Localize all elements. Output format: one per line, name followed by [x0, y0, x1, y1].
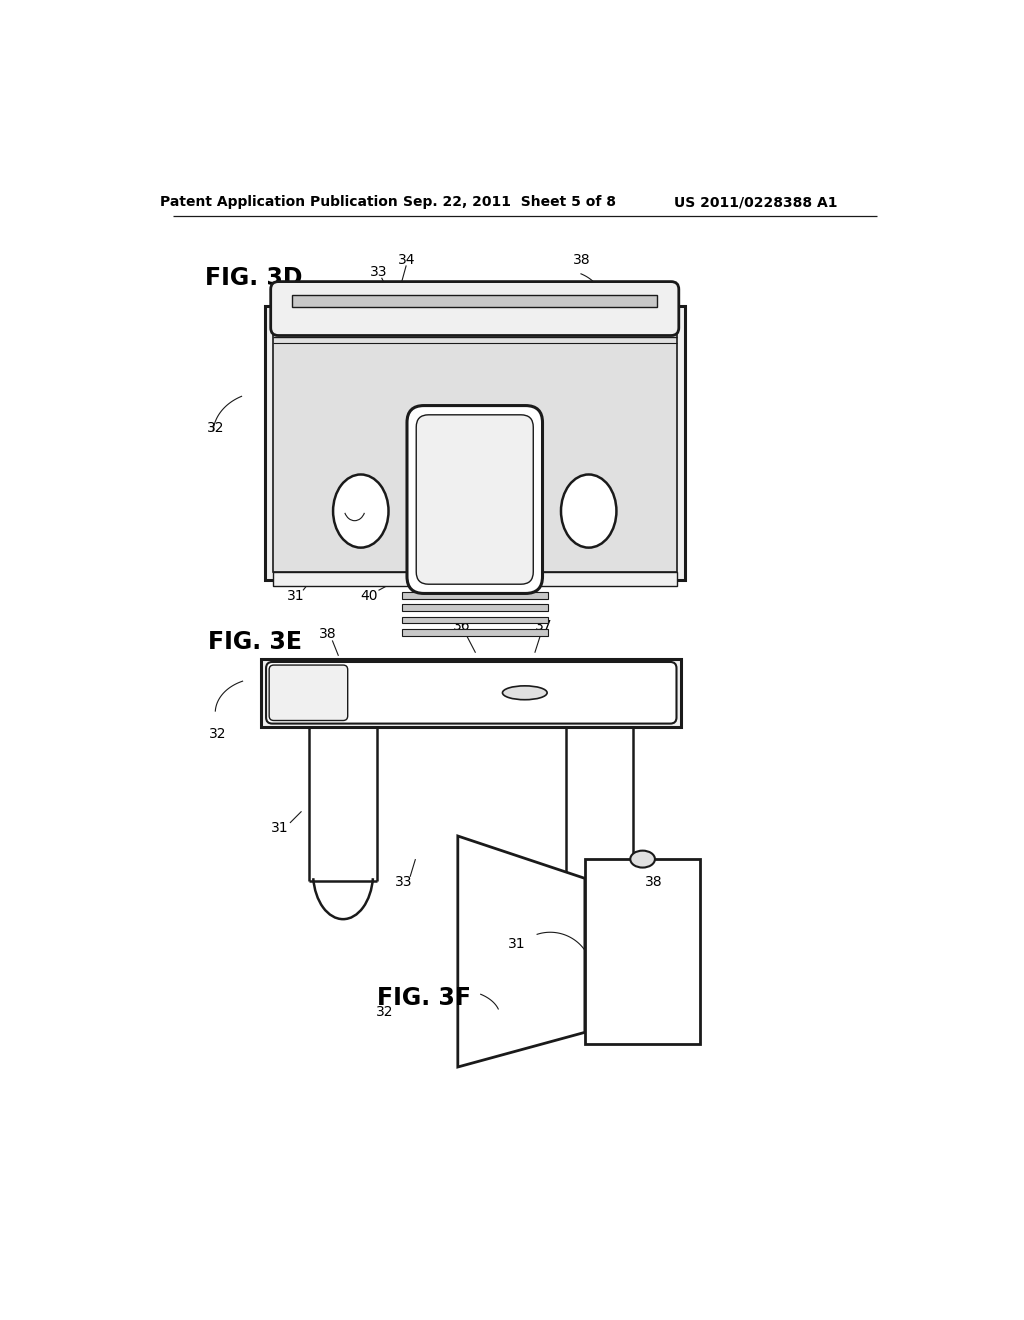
- Text: 41: 41: [489, 589, 508, 603]
- Text: US 2011/0228388 A1: US 2011/0228388 A1: [674, 195, 838, 210]
- Text: 37: 37: [535, 619, 552, 632]
- Text: 38: 38: [573, 253, 591, 267]
- Ellipse shape: [503, 686, 547, 700]
- Text: 32: 32: [209, 727, 226, 742]
- Bar: [267, 665, 675, 721]
- Text: Patent Application Publication: Patent Application Publication: [160, 195, 397, 210]
- Text: 35: 35: [433, 589, 452, 603]
- Text: 32: 32: [207, 421, 224, 434]
- Text: FIG. 3F: FIG. 3F: [377, 986, 471, 1010]
- Bar: [273, 314, 677, 572]
- Text: 33: 33: [370, 265, 387, 280]
- FancyBboxPatch shape: [407, 405, 543, 594]
- Text: 32: 32: [376, 1005, 393, 1019]
- Text: 38: 38: [645, 875, 663, 890]
- Text: 36: 36: [453, 619, 470, 632]
- FancyBboxPatch shape: [266, 663, 677, 723]
- FancyBboxPatch shape: [416, 414, 534, 585]
- Ellipse shape: [631, 850, 655, 867]
- FancyBboxPatch shape: [269, 665, 348, 721]
- Bar: [265, 306, 685, 579]
- Bar: [401, 591, 548, 599]
- Text: 38: 38: [318, 627, 337, 642]
- Text: 40: 40: [360, 589, 378, 603]
- Text: 31: 31: [287, 589, 304, 603]
- Bar: [401, 616, 548, 623]
- Ellipse shape: [333, 474, 388, 548]
- Bar: [401, 628, 548, 636]
- Bar: [292, 296, 657, 308]
- Text: 33: 33: [395, 875, 413, 890]
- FancyBboxPatch shape: [270, 281, 679, 335]
- Bar: [585, 859, 700, 1044]
- Bar: [401, 605, 548, 611]
- Text: FIG. 3E: FIG. 3E: [208, 630, 301, 653]
- Bar: [261, 659, 681, 726]
- Text: Sep. 22, 2011  Sheet 5 of 8: Sep. 22, 2011 Sheet 5 of 8: [402, 195, 615, 210]
- Text: FIG. 3D: FIG. 3D: [205, 265, 303, 290]
- Ellipse shape: [561, 474, 616, 548]
- Bar: [273, 572, 677, 586]
- Text: 31: 31: [508, 937, 526, 950]
- Text: 31: 31: [271, 821, 289, 836]
- Polygon shape: [458, 836, 585, 1067]
- Text: 34: 34: [397, 253, 415, 267]
